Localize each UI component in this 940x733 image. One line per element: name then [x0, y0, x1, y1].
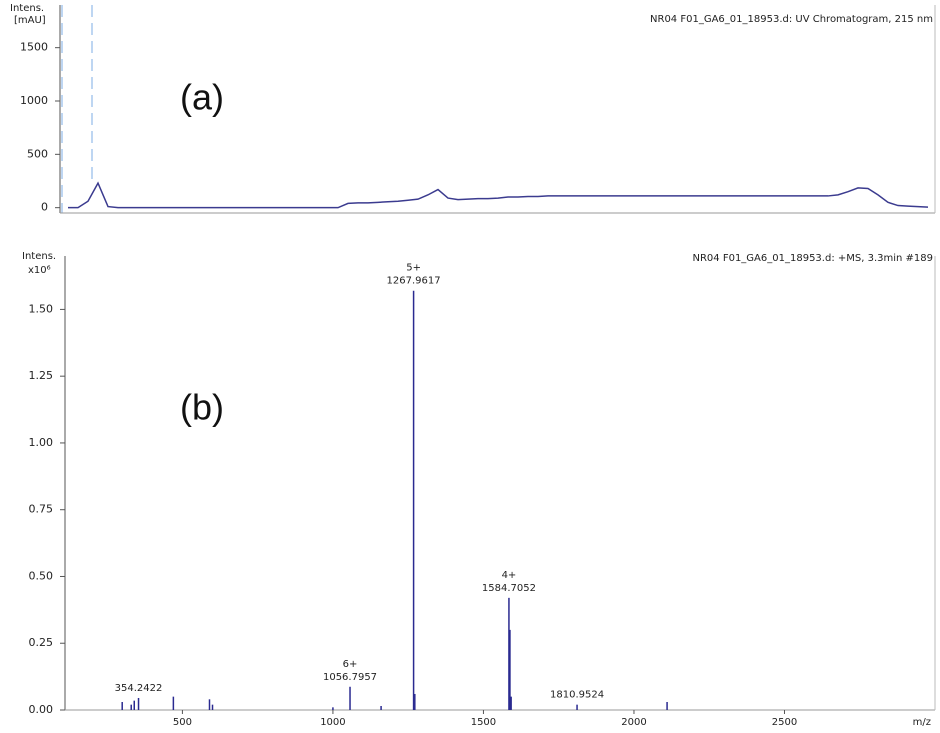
x-tick-label: 1500	[471, 717, 496, 728]
x-tick-label: 2000	[621, 717, 646, 728]
annotation: (a)	[180, 77, 224, 118]
peak-label: 1584.7052	[482, 583, 536, 594]
y-tick-label: 0.75	[29, 503, 54, 516]
y-tick-label: 1.25	[29, 369, 54, 382]
peak-label: 1267.9617	[387, 276, 441, 287]
chart-title: NR04 F01_GA6_01_18953.d: UV Chromatogram…	[650, 14, 933, 25]
x-axis-label: m/z	[913, 717, 931, 728]
y-tick-label: 1000	[20, 94, 48, 107]
y-axis-unit: [mAU]	[14, 15, 46, 26]
peak-charge: 4+	[502, 570, 517, 581]
y-tick-label: 1.50	[29, 302, 54, 315]
peak-charge: 6+	[343, 659, 358, 670]
peak-label: 1056.7957	[323, 672, 377, 683]
x-tick-label: 2500	[772, 717, 797, 728]
annotation: (b)	[180, 387, 224, 428]
peak-charge: 5+	[406, 263, 421, 274]
y-axis-label: Intens.	[22, 251, 56, 262]
y-axis-label: Intens.	[10, 3, 44, 14]
y-tick-label: 500	[27, 147, 48, 160]
y-tick-label: 0	[41, 201, 48, 214]
peak-label: 354.2422	[115, 683, 163, 694]
chart-title: NR04 F01_GA6_01_18953.d: +MS, 3.3min #18…	[693, 253, 934, 264]
x-tick-label: 1000	[320, 717, 345, 728]
peak-label: 1810.9524	[550, 690, 604, 701]
y-tick-label: 1500	[20, 41, 48, 54]
y-tick-label: 0.00	[29, 703, 54, 716]
y-tick-label: 0.25	[29, 636, 54, 649]
data-line	[68, 181, 929, 209]
x-tick-label: 500	[173, 717, 192, 728]
y-axis-scale: x10⁶	[28, 265, 51, 276]
y-tick-label: 0.50	[29, 569, 54, 582]
y-tick-label: 1.00	[29, 436, 54, 449]
